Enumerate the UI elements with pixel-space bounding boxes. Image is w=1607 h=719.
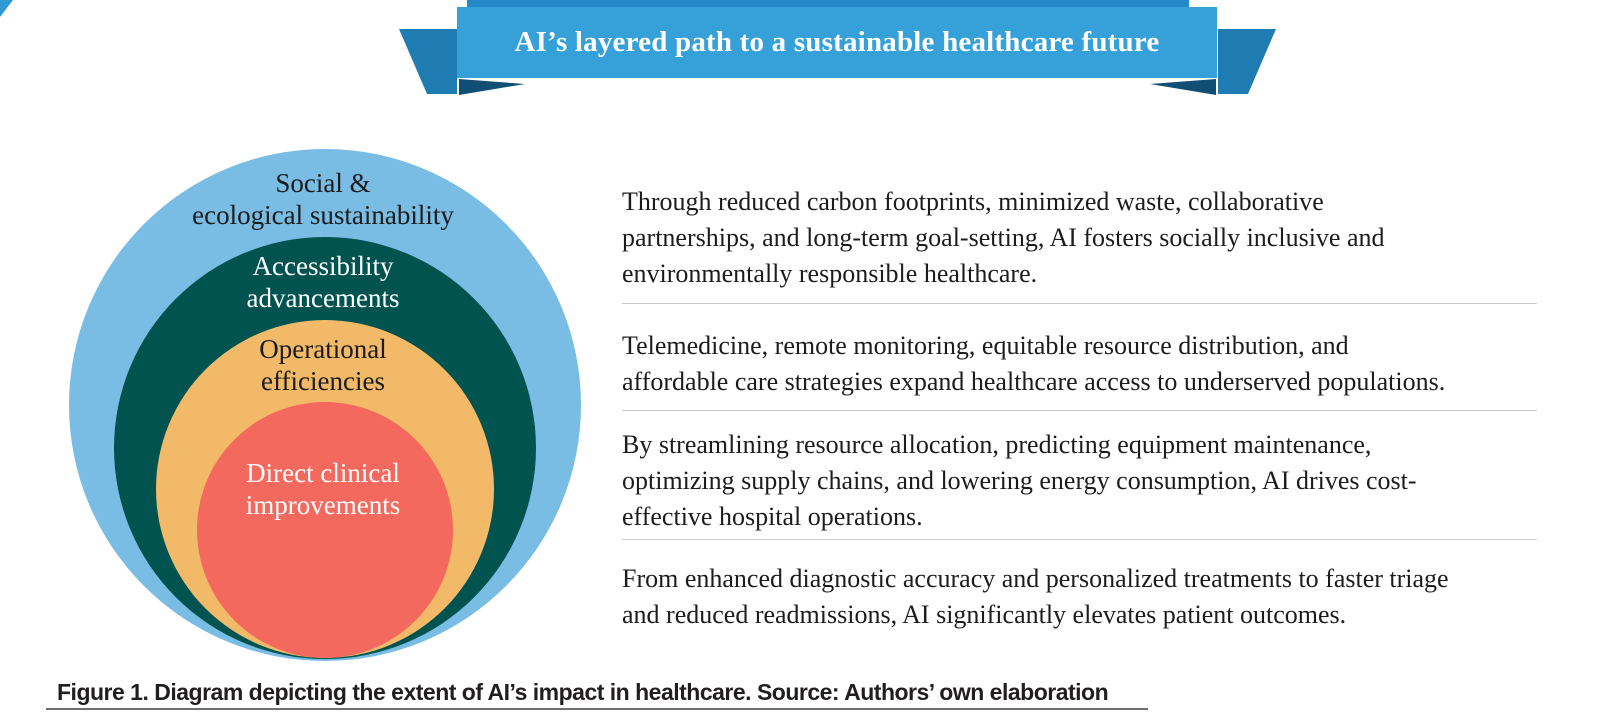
layer-label-operational: Operational efficiencies <box>259 334 387 396</box>
banner-ribbon-tail-right <box>1218 29 1276 94</box>
figure-caption: Figure 1. Diagram depicting the extent o… <box>57 679 1109 705</box>
description-social-ecological: Through reduced carbon footprints, minim… <box>622 187 1385 288</box>
banner-box <box>457 7 1217 78</box>
divider-3 <box>622 539 1537 540</box>
banner-back-strip <box>467 0 1189 10</box>
divider-2 <box>622 410 1537 411</box>
description-clinical: From enhanced diagnostic accuracy and pe… <box>622 564 1449 629</box>
layer-circle-clinical <box>197 402 453 658</box>
banner-ribbon-fold-left <box>459 79 525 95</box>
corner-mark-shape <box>0 0 13 17</box>
banner-ribbon-fold-right <box>1150 79 1216 95</box>
divider-1 <box>622 303 1537 304</box>
description-operational: By streamlining resource allocation, pre… <box>622 430 1417 531</box>
layer-label-accessibility: Accessibility advancements <box>246 251 400 313</box>
layer-label-social-ecological: Social & ecological sustainability <box>192 168 454 230</box>
banner-ribbon-tail-left <box>399 29 457 94</box>
caption-underline <box>46 708 1148 710</box>
banner-title: AI’s layered path to a sustainable healt… <box>514 26 1160 58</box>
layer-label-clinical: Direct clinical improvements <box>245 458 401 520</box>
description-accessibility: Telemedicine, remote monitoring, equitab… <box>622 331 1446 396</box>
